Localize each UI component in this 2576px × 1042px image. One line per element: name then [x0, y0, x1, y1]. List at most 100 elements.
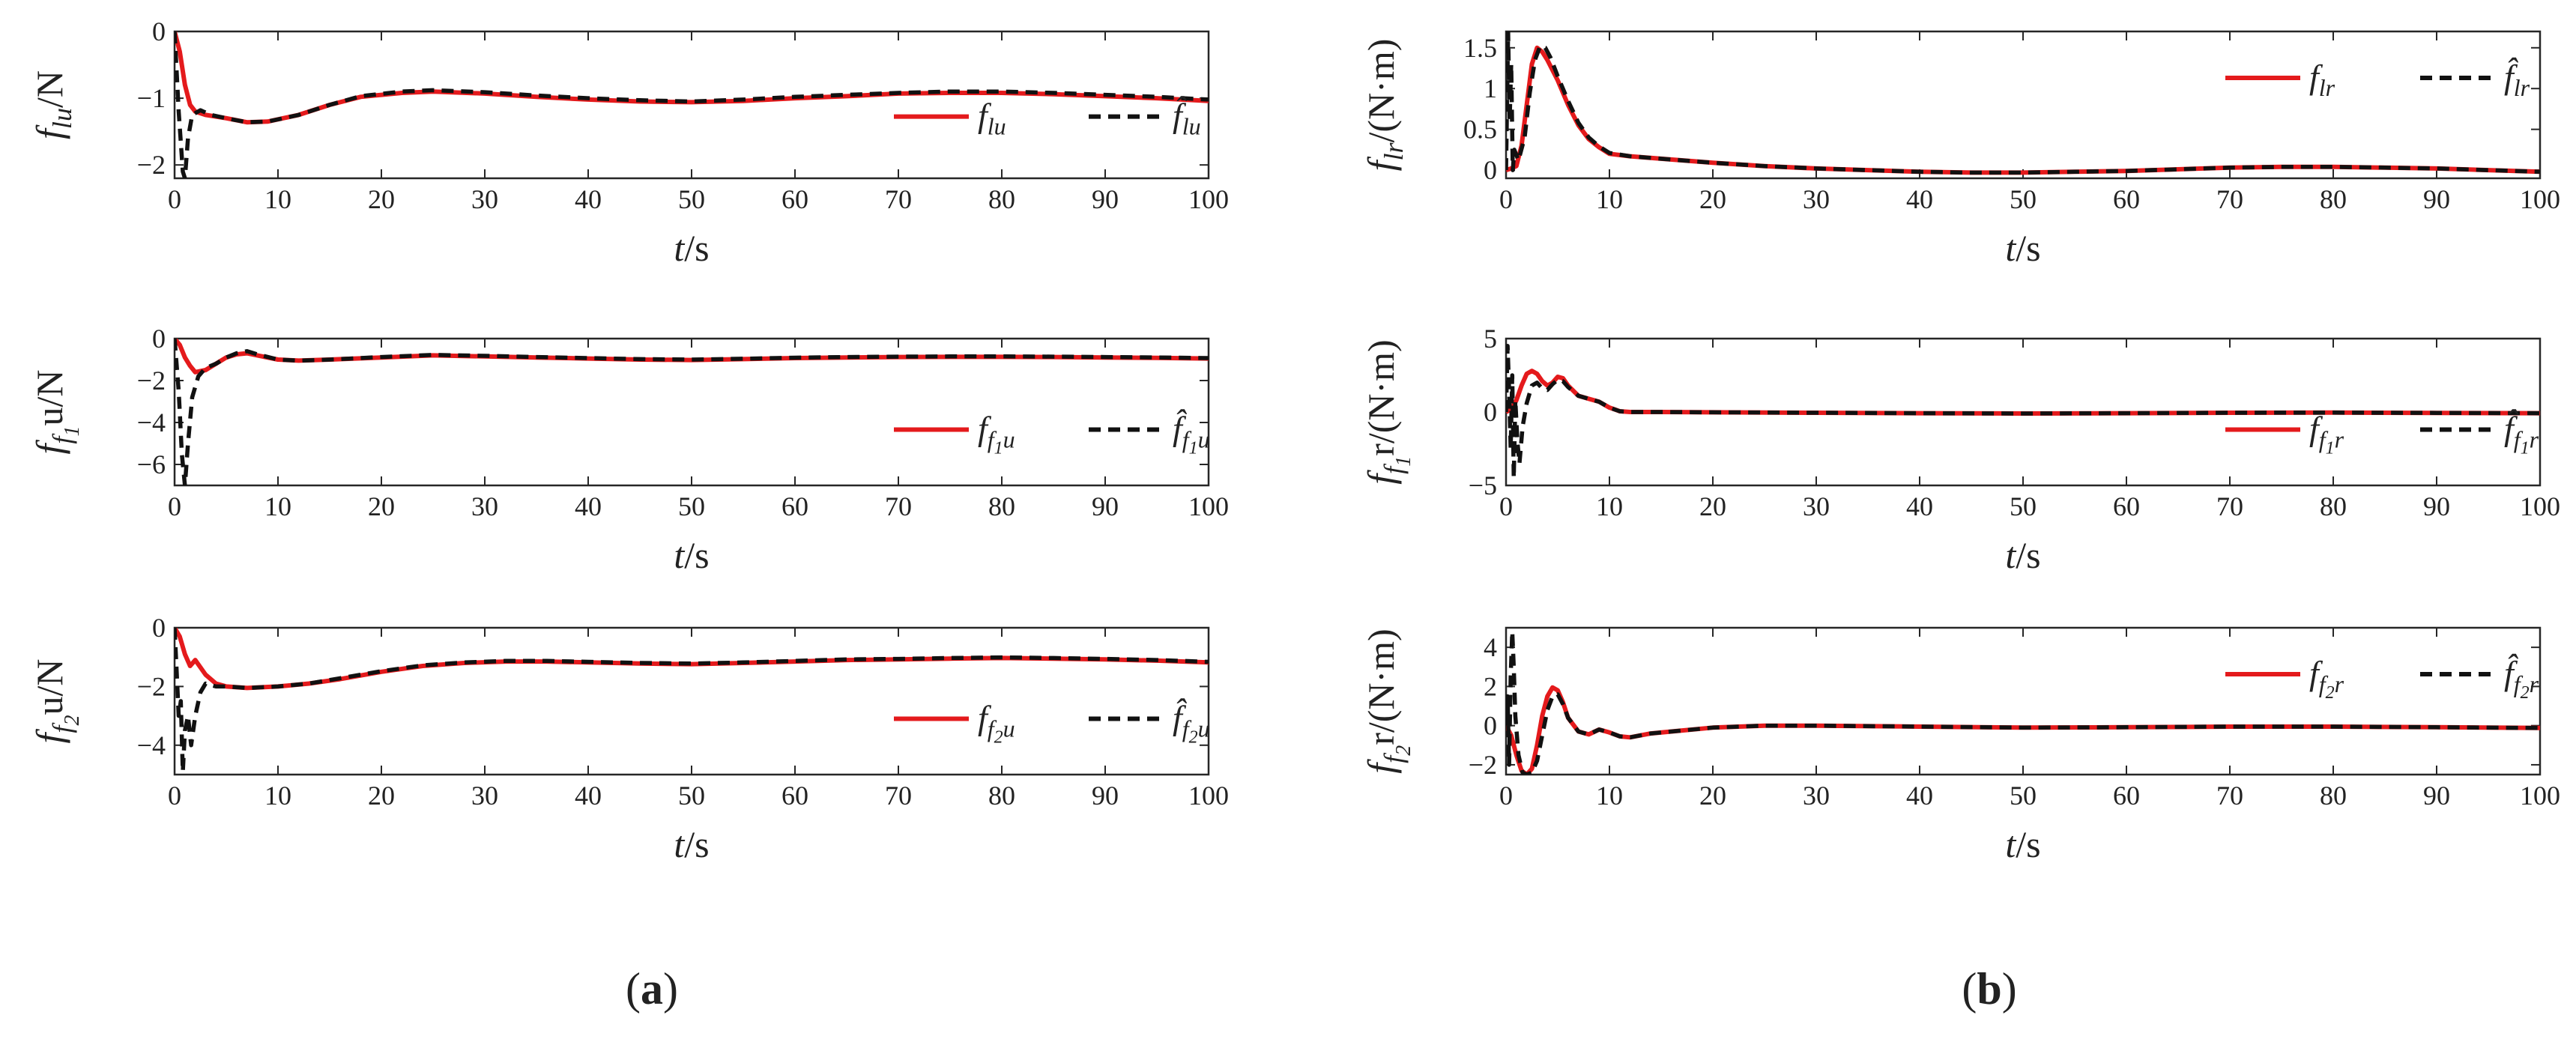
x-tick-label: 80 — [2320, 184, 2347, 214]
y-tick-label: 0 — [152, 16, 166, 46]
legend-label: ff1u — [978, 410, 1015, 458]
series-line-f_f2u-estimate — [175, 628, 1209, 774]
y-tick-label: 2 — [1484, 671, 1497, 701]
chart-f_lr: 0 10 20 30 40 50 60 70 80 90 100 0 0.5 1 1.5 t/s flr/(N·… — [1360, 30, 2560, 269]
x-tick-label: 90 — [2423, 491, 2450, 521]
x-axis-unit: /s — [684, 534, 709, 576]
x-tick-label: 80 — [988, 781, 1015, 811]
x-tick-label: 10 — [1596, 781, 1623, 811]
legend-subsubscript: 1 — [994, 439, 1003, 458]
legend-subscript: lr — [2319, 74, 2335, 101]
legend-label: f̂lu — [1173, 96, 1201, 140]
axes-frame — [173, 337, 1210, 487]
x-tick-label: 50 — [2010, 781, 2037, 811]
y-axis-title: ff2r/(N·m) — [1360, 628, 1415, 773]
y-tick-label: 0 — [1484, 711, 1497, 741]
panel-label-b: (b) — [1962, 964, 2016, 1014]
legend-subsubscript: 2 — [1189, 728, 1198, 748]
x-tick-label: 80 — [2320, 781, 2347, 811]
x-axis-unit: /s — [2016, 534, 2040, 576]
x-tick-label: 0 — [1499, 184, 1513, 214]
x-tick-label: 60 — [2113, 184, 2140, 214]
legend-subscript: lu — [988, 113, 1006, 140]
x-tick-label: 50 — [678, 781, 705, 811]
legend-subsubscript: 2 — [2521, 683, 2530, 703]
panel-label-a: (a) — [626, 964, 678, 1014]
axes-frame — [173, 626, 1210, 776]
axes-frame — [173, 30, 1210, 180]
x-tick-label: 30 — [471, 184, 498, 214]
y-axis-subsubscript: 2 — [1392, 745, 1415, 756]
y-tick-label: −6 — [137, 449, 166, 479]
y-tick-label: 0 — [1484, 155, 1497, 185]
chart-f_f2u: 0 10 20 30 40 50 60 70 80 90 100−4−20t/sff2u/Nff2u… — [28, 613, 1229, 865]
y-tick-label: −2 — [137, 671, 166, 701]
x-tick-label: 100 — [2520, 781, 2560, 811]
x-tick-label: 30 — [1803, 184, 1830, 214]
x-tick-label: 60 — [2113, 491, 2140, 521]
x-tick-label: 50 — [678, 184, 705, 214]
x-tick-label: 80 — [2320, 491, 2347, 521]
legend-subscript-tail: r — [2530, 426, 2539, 453]
y-tick-label: −2 — [1469, 750, 1497, 780]
x-tick-label: 70 — [885, 491, 912, 521]
x-tick-label: 10 — [264, 491, 291, 521]
x-axis-title: t/s — [2005, 823, 2040, 865]
x-axis-title: t/s — [674, 823, 709, 865]
x-axis-var: t — [674, 227, 685, 269]
y-tick-label: 0 — [152, 324, 166, 354]
x-axis-unit: /s — [684, 823, 709, 865]
x-tick-label: 20 — [1699, 781, 1726, 811]
x-tick-label: 60 — [2113, 781, 2140, 811]
x-axis-unit: /s — [684, 227, 709, 269]
legend-subsubscript: 2 — [994, 728, 1003, 748]
x-axis-var: t — [2005, 227, 2016, 269]
x-tick-label: 10 — [1596, 184, 1623, 214]
x-tick-label: 90 — [1092, 781, 1119, 811]
x-tick-label: 30 — [1803, 491, 1830, 521]
y-tick-label: 1.5 — [1463, 33, 1497, 63]
x-tick-label: 100 — [2520, 184, 2560, 214]
legend-subscript-tail: r — [2530, 670, 2539, 697]
y-tick-label: −4 — [137, 730, 166, 760]
series-line-f_lr-estimate — [1506, 31, 2540, 175]
legend-subscript: lr — [2514, 74, 2530, 101]
legend-subsubscript: 1 — [1189, 439, 1198, 458]
x-axis-var: t — [2005, 534, 2016, 576]
x-tick-label: 20 — [368, 184, 395, 214]
legend-subscript-tail: u — [1003, 715, 1015, 742]
y-axis-title: ff1r/(N·m) — [1360, 339, 1415, 484]
x-tick-label: 30 — [1803, 781, 1830, 811]
x-axis-unit: /s — [2016, 823, 2040, 865]
series-line-f_f1r — [1506, 369, 2540, 416]
y-axis-unit: r/(N·m) — [1360, 628, 1402, 745]
x-tick-label: 50 — [678, 491, 705, 521]
x-tick-label: 0 — [168, 184, 181, 214]
x-tick-label: 60 — [781, 491, 808, 521]
y-axis-subscript: lu — [47, 108, 77, 129]
x-axis-unit: /s — [2016, 227, 2040, 269]
legend-subscript-tail: r — [2335, 670, 2344, 697]
x-tick-label: 30 — [471, 491, 498, 521]
x-tick-label: 40 — [575, 184, 602, 214]
legend-label: ff1r — [2309, 410, 2344, 458]
paren: ( — [1962, 964, 1977, 1014]
y-axis-title: ff2u/N — [28, 659, 84, 744]
x-tick-label: 90 — [1092, 184, 1119, 214]
x-tick-label: 70 — [885, 184, 912, 214]
y-axis-subscript: lr — [1379, 142, 1409, 160]
legend-subscript-tail: r — [2335, 426, 2344, 453]
y-tick-label: 0.5 — [1463, 115, 1497, 145]
x-axis-var: t — [674, 534, 685, 576]
x-axis-title: t/s — [674, 227, 709, 269]
x-tick-label: 100 — [1188, 491, 1229, 521]
legend-subsubscript: 1 — [2521, 439, 2530, 458]
y-tick-label: 4 — [1484, 632, 1497, 662]
y-tick-label: 0 — [1484, 397, 1497, 427]
x-tick-label: 0 — [1499, 491, 1513, 521]
x-tick-label: 50 — [2010, 491, 2037, 521]
y-tick-label: −5 — [1469, 470, 1497, 500]
y-tick-label: 1 — [1484, 73, 1497, 103]
x-tick-label: 100 — [1188, 781, 1229, 811]
